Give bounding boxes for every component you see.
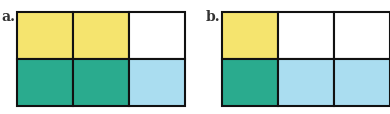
Bar <box>129 60 185 106</box>
Text: a.: a. <box>1 10 15 24</box>
Bar <box>17 60 73 106</box>
Bar <box>129 13 185 60</box>
Bar <box>222 60 278 106</box>
Bar <box>334 13 390 60</box>
Bar <box>73 60 129 106</box>
Bar <box>17 13 73 60</box>
Bar <box>278 60 334 106</box>
Bar <box>73 13 129 60</box>
Bar <box>278 13 334 60</box>
Text: b.: b. <box>206 10 221 24</box>
Bar <box>334 60 390 106</box>
Bar <box>222 13 278 60</box>
